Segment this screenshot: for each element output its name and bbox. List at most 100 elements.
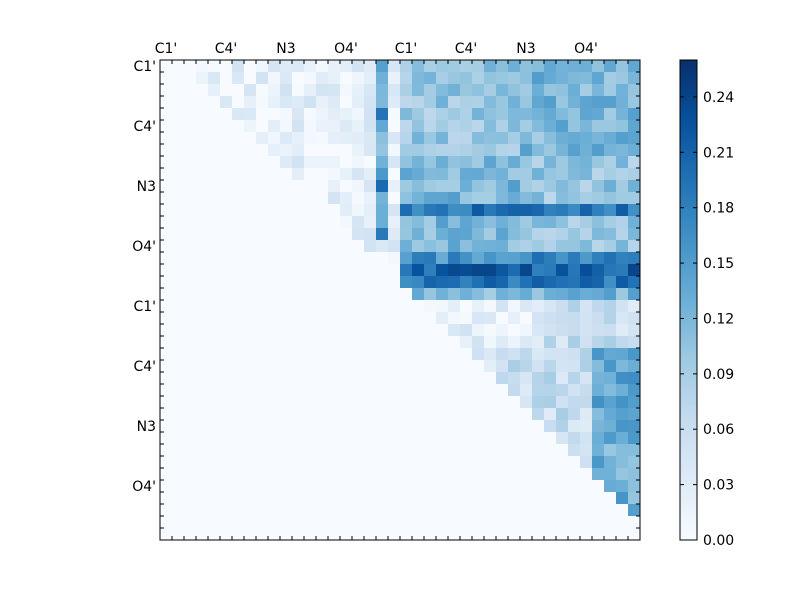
heatmap-cell — [352, 528, 365, 541]
heatmap-cell — [292, 432, 305, 445]
heatmap-cell — [208, 180, 221, 193]
heatmap-cell — [496, 108, 509, 121]
heatmap-cell — [400, 324, 413, 337]
heatmap-cell — [352, 444, 365, 457]
heatmap-cell — [544, 96, 557, 109]
heatmap-cell — [388, 132, 401, 145]
heatmap-cell — [412, 276, 425, 289]
heatmap-cell — [544, 168, 557, 181]
heatmap-cell — [352, 252, 365, 265]
heatmap-cell — [604, 444, 617, 457]
heatmap-cell — [304, 444, 317, 457]
heatmap-cell — [628, 396, 641, 409]
heatmap-cell — [604, 84, 617, 97]
heatmap-cell — [364, 396, 377, 409]
heatmap-cell — [628, 324, 641, 337]
heatmap-cell — [520, 120, 533, 133]
heatmap-cell — [316, 480, 329, 493]
heatmap-cell — [292, 360, 305, 373]
heatmap-cell — [304, 60, 317, 73]
heatmap-cell — [436, 96, 449, 109]
heatmap-cell — [460, 492, 473, 505]
heatmap-cell — [208, 192, 221, 205]
heatmap-cell — [220, 120, 233, 133]
heatmap-cell — [160, 408, 173, 421]
heatmap-cell — [340, 432, 353, 445]
heatmap-cell — [568, 204, 581, 217]
heatmap-cell — [400, 444, 413, 457]
heatmap-cell — [172, 180, 185, 193]
heatmap-cell — [280, 480, 293, 493]
heatmap-cell — [160, 360, 173, 373]
heatmap-cell — [172, 372, 185, 385]
heatmap-cell — [472, 312, 485, 325]
heatmap-cell — [532, 384, 545, 397]
heatmap-cell — [160, 468, 173, 481]
heatmap-cell — [628, 216, 641, 229]
heatmap-cell — [184, 144, 197, 157]
heatmap-cell — [376, 264, 389, 277]
heatmap-cell — [496, 336, 509, 349]
heatmap-cell — [268, 120, 281, 133]
heatmap-cell — [292, 420, 305, 433]
heatmap-cell — [580, 252, 593, 265]
heatmap-cell — [328, 492, 341, 505]
heatmap-cell — [448, 168, 461, 181]
heatmap-cell — [568, 324, 581, 337]
heatmap-cell — [592, 84, 605, 97]
heatmap-cell — [472, 468, 485, 481]
heatmap-cell — [616, 204, 629, 217]
heatmap-cell — [448, 228, 461, 241]
heatmap-cell — [244, 108, 257, 121]
heatmap-cell — [592, 192, 605, 205]
heatmap-cell — [208, 156, 221, 169]
heatmap-cell — [424, 216, 437, 229]
heatmap-cell — [484, 120, 497, 133]
heatmap-cell — [196, 168, 209, 181]
heatmap-cell — [388, 420, 401, 433]
heatmap-cell — [472, 456, 485, 469]
heatmap-cell — [352, 180, 365, 193]
heatmap-cell — [400, 264, 413, 277]
heatmap-cell — [628, 468, 641, 481]
heatmap-cell — [304, 216, 317, 229]
heatmap-cell — [220, 492, 233, 505]
heatmap-cell — [460, 156, 473, 169]
heatmap-cell — [400, 504, 413, 517]
heatmap-cell — [436, 228, 449, 241]
heatmap-cell — [580, 468, 593, 481]
heatmap-cell — [352, 276, 365, 289]
heatmap-cell — [544, 384, 557, 397]
heatmap-cell — [376, 336, 389, 349]
heatmap-cell — [472, 480, 485, 493]
heatmap-cell — [412, 60, 425, 73]
heatmap-cell — [244, 492, 257, 505]
heatmap-cell — [436, 192, 449, 205]
y-tick-label: N3 — [137, 179, 156, 195]
heatmap-cell — [376, 204, 389, 217]
heatmap-cell — [304, 300, 317, 313]
heatmap-cell — [208, 360, 221, 373]
heatmap-cell — [196, 216, 209, 229]
heatmap-cell — [304, 384, 317, 397]
heatmap-cell — [208, 444, 221, 457]
heatmap-cell — [244, 468, 257, 481]
heatmap-cell — [484, 432, 497, 445]
heatmap-cell — [412, 144, 425, 157]
heatmap-cell — [172, 336, 185, 349]
heatmap-cell — [568, 156, 581, 169]
heatmap-cell — [316, 504, 329, 517]
heatmap-cell — [436, 72, 449, 85]
heatmap-cell — [172, 228, 185, 241]
heatmap-cell — [160, 312, 173, 325]
heatmap-cell — [484, 108, 497, 121]
y-tick-label: C1' — [133, 59, 156, 75]
heatmap-cell — [388, 456, 401, 469]
heatmap-cell — [436, 84, 449, 97]
heatmap-cell — [544, 300, 557, 313]
x-tick-label: O4' — [334, 41, 358, 57]
heatmap-cell — [232, 288, 245, 301]
heatmap-cell — [508, 144, 521, 157]
heatmap-cell — [400, 300, 413, 313]
heatmap-cell — [172, 324, 185, 337]
